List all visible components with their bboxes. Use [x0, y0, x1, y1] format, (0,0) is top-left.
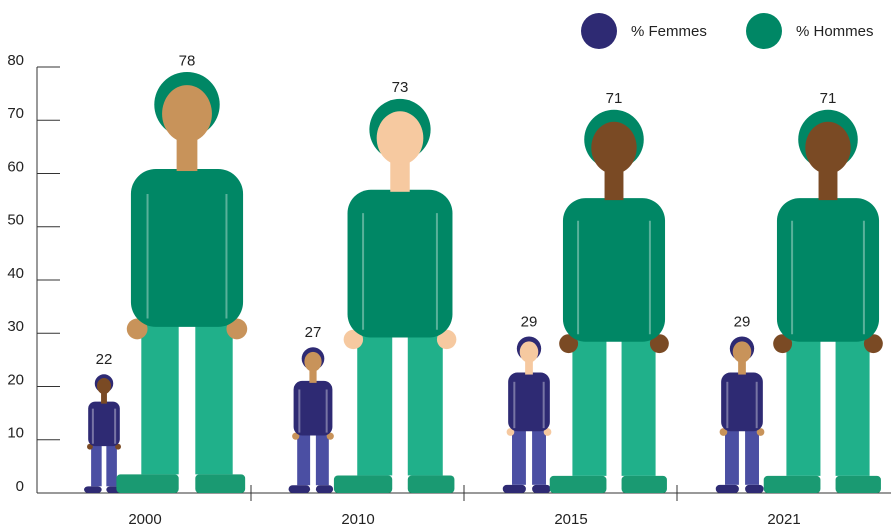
leg: [745, 429, 759, 485]
shoe: [716, 485, 739, 493]
legend-swatch: [581, 13, 617, 49]
person-bar: [334, 99, 456, 493]
y-tick-label: 70: [7, 105, 24, 122]
leg: [725, 429, 739, 485]
shoe: [195, 474, 245, 493]
shoe: [289, 485, 311, 493]
face: [377, 111, 424, 165]
shoe: [316, 485, 333, 493]
leg: [195, 325, 232, 475]
leg: [141, 325, 178, 475]
leg: [316, 433, 329, 485]
person-bar: [716, 336, 765, 493]
y-tick-label: 30: [7, 318, 24, 335]
y-tick-label: 0: [16, 478, 24, 495]
leg: [106, 444, 117, 486]
face: [304, 352, 321, 372]
shoe: [334, 475, 392, 493]
leg: [357, 336, 392, 476]
shoe: [622, 476, 667, 493]
y-tick-label: 60: [7, 158, 24, 175]
legend-label: % Hommes: [796, 23, 874, 40]
legend-label: % Femmes: [631, 23, 707, 40]
shoe: [408, 475, 455, 493]
value-label: 71: [820, 90, 837, 107]
leg: [91, 444, 102, 486]
leg: [408, 336, 443, 476]
value-label: 71: [606, 90, 623, 107]
y-tick-label: 80: [7, 52, 24, 69]
person-bar: [289, 347, 334, 493]
leg: [532, 429, 546, 485]
value-label: 73: [392, 79, 409, 96]
chart: 0 10 20 30 40 50 60 70 80 % Femmes % Hommes 2000 22 7…: [0, 0, 891, 531]
person-bar: [116, 72, 247, 493]
value-label: 22: [96, 351, 113, 368]
leg: [297, 433, 310, 485]
value-label: 27: [305, 324, 322, 341]
y-tick-label: 10: [7, 425, 24, 442]
y-tick-label: 50: [7, 212, 24, 229]
person-bar: [84, 374, 121, 493]
face: [591, 122, 636, 174]
person-bar: [503, 336, 552, 493]
value-label: 78: [179, 53, 196, 70]
x-tick-label: 2021: [767, 511, 800, 528]
shoe: [836, 476, 881, 493]
shoe: [550, 476, 607, 493]
legend-swatch: [746, 13, 782, 49]
leg: [572, 340, 606, 476]
x-tick-label: 2000: [128, 511, 161, 528]
person-bar: [550, 110, 669, 493]
face: [805, 122, 850, 174]
shoe: [764, 476, 821, 493]
shoe: [116, 474, 178, 493]
shoe: [745, 485, 764, 493]
value-label: 29: [521, 314, 538, 331]
leg: [786, 340, 820, 476]
leg: [622, 340, 656, 476]
y-tick-label: 40: [7, 265, 24, 282]
leg: [836, 340, 870, 476]
shoe: [84, 486, 102, 493]
y-tick-label: 20: [7, 371, 24, 388]
leg: [512, 429, 526, 485]
person-bar: [764, 110, 883, 493]
value-label: 29: [734, 314, 751, 331]
shoe: [532, 485, 551, 493]
face: [733, 341, 752, 362]
face: [162, 85, 212, 142]
x-tick-label: 2015: [554, 511, 587, 528]
face: [97, 378, 111, 394]
x-tick-label: 2010: [341, 511, 374, 528]
face: [520, 341, 539, 362]
shoe: [503, 485, 526, 493]
